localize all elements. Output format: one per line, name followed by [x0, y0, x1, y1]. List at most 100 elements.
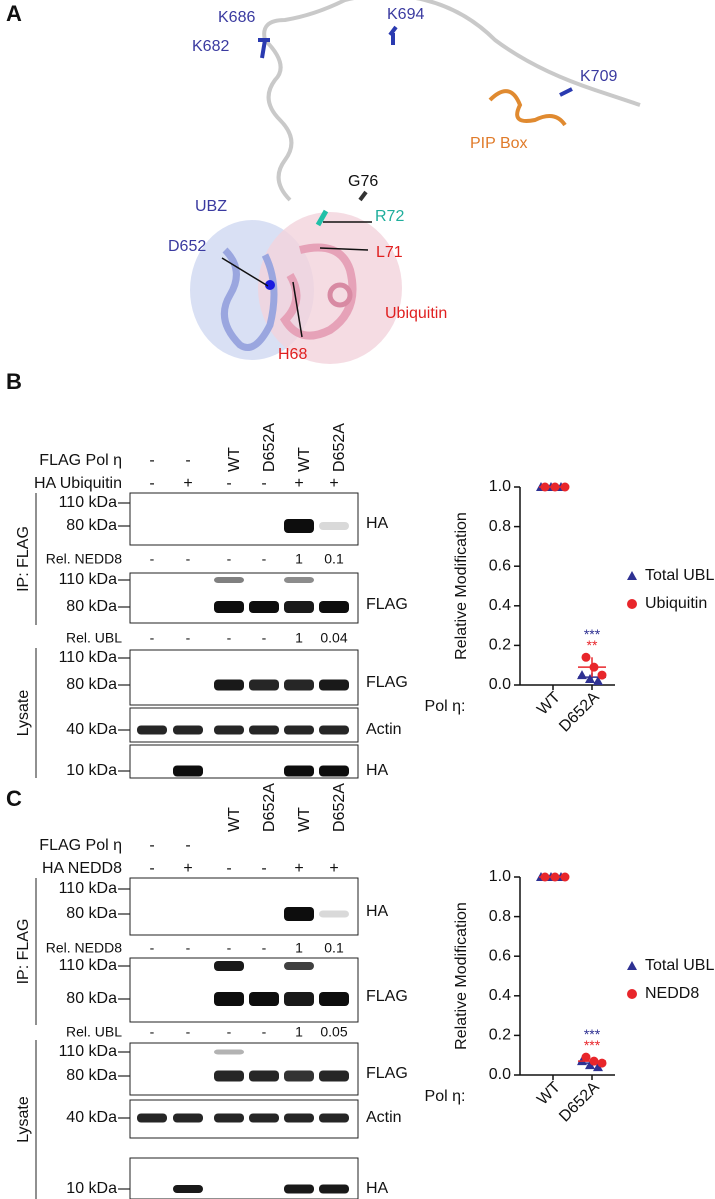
lane-header: WT — [226, 807, 243, 832]
quant-cell: 0.05 — [320, 1024, 347, 1040]
data-point — [581, 652, 591, 662]
blot-label: FLAG — [366, 674, 408, 691]
blot-label: HA — [366, 762, 389, 779]
band — [319, 765, 349, 777]
group-label: Lysate — [15, 690, 32, 737]
y-tick-label: 1.0 — [489, 478, 511, 495]
band — [249, 992, 279, 1006]
marker-label: 10 kDa — [66, 762, 117, 779]
marker-label: 110 kDa — [59, 957, 118, 974]
blot-label: FLAG — [366, 596, 408, 613]
band — [249, 1070, 279, 1082]
marker-label: 80 kDa — [66, 598, 117, 615]
band — [319, 679, 349, 691]
lane-header: D652A — [261, 783, 278, 832]
residue-label: G76 — [348, 173, 378, 190]
marker-label: 10 kDa — [66, 1180, 117, 1197]
data-point — [581, 1052, 591, 1062]
marker-label: 80 kDa — [66, 905, 117, 922]
row-cell: - — [261, 860, 266, 877]
blot-label: Actin — [366, 721, 402, 738]
blot-box — [129, 572, 359, 624]
quant-cell: - — [186, 940, 191, 956]
quant-cell: - — [150, 940, 155, 956]
quant-cell: - — [227, 630, 232, 646]
residue-label: K694 — [387, 6, 424, 23]
row-cell: + — [183, 475, 192, 492]
blot-box — [129, 492, 359, 546]
quant-cell: - — [227, 940, 232, 956]
row-cell: - — [226, 475, 231, 492]
band — [214, 679, 244, 691]
quant-cell: - — [262, 940, 267, 956]
band — [319, 1070, 349, 1082]
blot-label: FLAG — [366, 1065, 408, 1082]
band — [214, 1070, 244, 1082]
marker-label: 40 kDa — [66, 721, 117, 738]
protein-structure — [190, 0, 641, 364]
data-point — [585, 1060, 595, 1070]
legend-label: NEDD8 — [645, 985, 699, 1002]
y-tick-label: 0.0 — [489, 676, 511, 693]
motif-label: PIP Box — [470, 135, 528, 152]
data-point — [597, 1058, 607, 1068]
band — [284, 1113, 314, 1123]
marker-label: 80 kDa — [66, 676, 117, 693]
marker-label: 110 kDa — [59, 494, 118, 511]
band — [319, 601, 349, 613]
y-tick-label: 0.2 — [489, 637, 511, 654]
quant-cell: - — [262, 630, 267, 646]
y-axis-label: Relative Modification — [453, 902, 470, 1050]
marker-label: 80 kDa — [66, 517, 117, 534]
row-cell: - — [261, 475, 266, 492]
y-tick-label: 0.8 — [489, 908, 511, 925]
y-tick-label: 0.2 — [489, 1027, 511, 1044]
group-label: Lysate — [15, 1096, 32, 1143]
x-tick-label: D652A — [556, 1079, 603, 1126]
panel-letter: B — [6, 369, 22, 394]
residue-label: R72 — [375, 208, 404, 225]
significance: *** — [584, 1037, 601, 1053]
lane-header: D652A — [331, 423, 348, 472]
row-cell: - — [149, 452, 154, 469]
y-tick-label: 0.0 — [489, 1066, 511, 1083]
quant-cell: - — [150, 630, 155, 646]
band — [319, 522, 349, 530]
x-axis-label: Pol η: — [425, 1088, 466, 1105]
quant-label: Rel. UBL — [66, 630, 122, 646]
quant-cell: - — [227, 551, 232, 567]
band — [284, 519, 314, 533]
band — [249, 601, 279, 613]
quant-label: Rel. UBL — [66, 1024, 122, 1040]
blot-box — [129, 1042, 359, 1096]
band — [284, 962, 314, 970]
band — [249, 1113, 279, 1123]
marker-label: 80 kDa — [66, 1067, 117, 1084]
row-cell: + — [294, 860, 303, 877]
band — [284, 1184, 314, 1194]
data-point — [593, 676, 603, 686]
legend-marker — [627, 989, 637, 999]
residue-label: H68 — [278, 346, 307, 363]
band — [249, 679, 279, 691]
band — [214, 992, 244, 1006]
quant-cell: 1 — [295, 630, 303, 646]
row-cell: - — [185, 837, 190, 854]
row-label: HA Ubiquitin — [34, 475, 122, 492]
band — [214, 1113, 244, 1123]
marker-label: 110 kDa — [59, 649, 118, 666]
residue-label: K682 — [192, 38, 229, 55]
quant-cell: 0.1 — [324, 551, 344, 567]
row-cell: - — [149, 475, 154, 492]
x-tick-label: WT — [534, 1079, 564, 1109]
quant-cell: 1 — [295, 940, 303, 956]
significance: *** — [584, 1026, 601, 1042]
data-point — [597, 670, 607, 680]
band — [214, 577, 244, 583]
row-label: FLAG Pol η — [39, 452, 122, 469]
y-tick-label: 0.8 — [489, 518, 511, 535]
band — [214, 601, 244, 613]
row-cell: - — [149, 860, 154, 877]
blot-box — [129, 1157, 359, 1199]
